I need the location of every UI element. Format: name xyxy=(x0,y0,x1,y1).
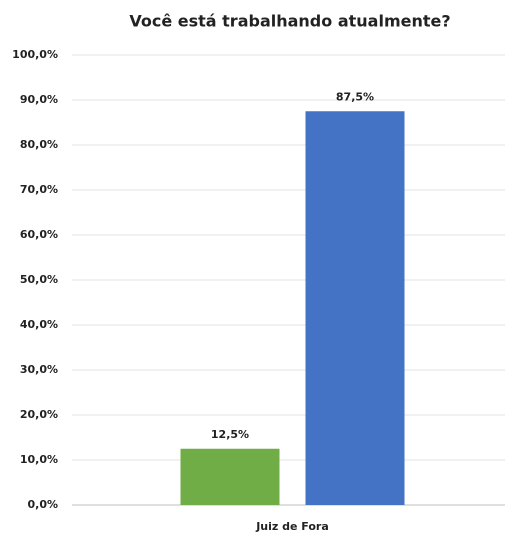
bar xyxy=(180,448,280,505)
y-tick-label: 70,0% xyxy=(20,183,58,196)
y-tick-label: 20,0% xyxy=(20,408,58,421)
y-tick-label: 0,0% xyxy=(27,498,58,511)
bar xyxy=(305,111,405,505)
y-tick-label: 50,0% xyxy=(20,273,58,286)
x-tick-label: Juiz de Fora xyxy=(255,520,329,533)
y-tick-label: 40,0% xyxy=(20,318,58,331)
y-tick-label: 100,0% xyxy=(12,48,58,61)
data-label: 87,5% xyxy=(336,90,374,103)
data-label: 12,5% xyxy=(211,428,249,441)
chart-title: Você está trabalhando atualmente? xyxy=(129,12,450,31)
y-tick-label: 90,0% xyxy=(20,93,58,106)
y-tick-label: 80,0% xyxy=(20,138,58,151)
y-tick-label: 30,0% xyxy=(20,363,58,376)
y-tick-label: 10,0% xyxy=(20,453,58,466)
y-tick-label: 60,0% xyxy=(20,228,58,241)
